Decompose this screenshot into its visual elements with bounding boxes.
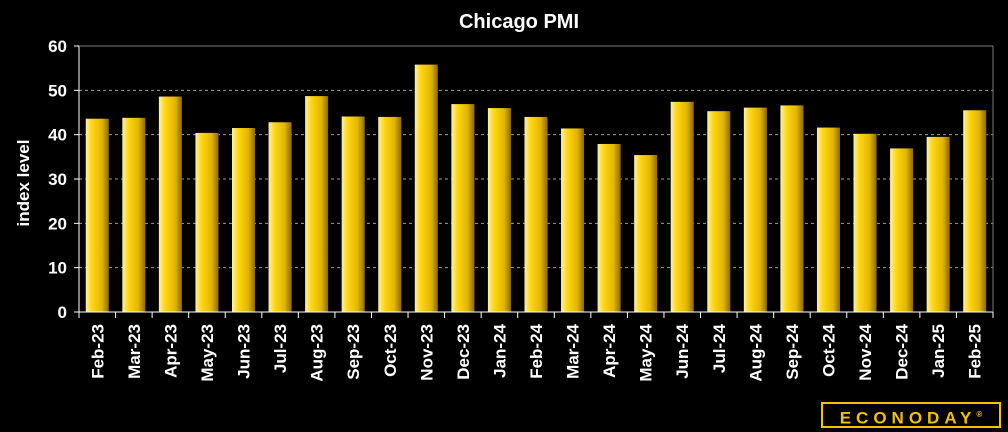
x-tick-label: Feb-25 — [966, 324, 985, 379]
bar — [232, 128, 256, 312]
x-tick-label: Jun-24 — [673, 323, 692, 378]
bar — [451, 104, 475, 313]
econoday-logo: ECONODAY® — [821, 402, 1001, 428]
bar — [816, 127, 840, 312]
x-tick-label: Aug-24 — [746, 323, 765, 381]
y-tick-label: 20 — [48, 214, 67, 233]
y-ticks: 0 10 20 30 40 50 60 — [48, 37, 79, 322]
x-tick-label: Jan-24 — [490, 323, 509, 377]
bar — [634, 155, 658, 312]
x-tick-label: Sep-24 — [783, 323, 802, 379]
y-axis-label: index level — [14, 140, 33, 227]
logo-mark: ® — [976, 410, 983, 419]
x-tick-label: Sep-23 — [344, 324, 363, 380]
x-tick-label: May-24 — [637, 323, 656, 381]
bar — [853, 133, 877, 312]
y-tick-label: 0 — [58, 303, 67, 322]
bar — [707, 111, 731, 312]
bar — [414, 64, 438, 313]
bar — [963, 110, 987, 313]
x-ticks: Feb-23 Mar-23 Apr-23 May-23 Jun-23 Jul-23 Aug-… — [78, 312, 994, 382]
x-tick-label: Dec-23 — [454, 324, 473, 380]
x-tick-label: Feb-24 — [527, 323, 546, 378]
bar — [268, 122, 292, 313]
x-tick-label: Oct-24 — [819, 323, 838, 376]
bar — [195, 132, 219, 312]
x-tick-label: Aug-23 — [308, 324, 327, 382]
x-tick-label: Mar-23 — [125, 324, 144, 379]
y-tick-label: 50 — [48, 81, 67, 100]
bar — [890, 148, 914, 312]
x-tick-label: May-23 — [198, 324, 217, 382]
bar — [378, 116, 402, 312]
x-tick-label: Jul-23 — [271, 324, 290, 373]
x-tick-label: Jun-23 — [235, 324, 254, 379]
bar — [926, 136, 950, 312]
bar — [561, 128, 585, 312]
bar — [670, 101, 694, 312]
x-tick-label: Oct-23 — [381, 324, 400, 377]
logo-text: ECONODAY — [839, 408, 977, 428]
bars — [85, 64, 987, 313]
bar — [341, 116, 365, 313]
bar — [85, 118, 109, 312]
y-tick-label: 30 — [48, 170, 67, 189]
x-tick-label: Feb-23 — [88, 324, 107, 379]
x-tick-label: Mar-24 — [564, 323, 583, 378]
x-tick-label: Nov-24 — [856, 323, 875, 380]
bar — [305, 96, 329, 312]
x-tick-label: Apr-23 — [161, 324, 180, 378]
x-tick-label: Jan-25 — [929, 324, 948, 378]
bar — [743, 107, 767, 312]
x-tick-label: Apr-24 — [600, 323, 619, 377]
y-tick-label: 60 — [48, 37, 67, 56]
x-tick-label: Dec-24 — [893, 323, 912, 379]
bar — [524, 116, 548, 312]
bar — [158, 96, 182, 312]
bar — [780, 105, 804, 312]
bar — [122, 117, 146, 312]
bar — [597, 143, 621, 312]
y-tick-label: 40 — [48, 126, 67, 145]
y-tick-label: 10 — [48, 259, 67, 278]
bar — [487, 108, 511, 312]
x-tick-label: Nov-23 — [417, 324, 436, 381]
x-tick-label: Jul-24 — [710, 323, 729, 373]
chart-title: Chicago PMI — [459, 11, 579, 33]
